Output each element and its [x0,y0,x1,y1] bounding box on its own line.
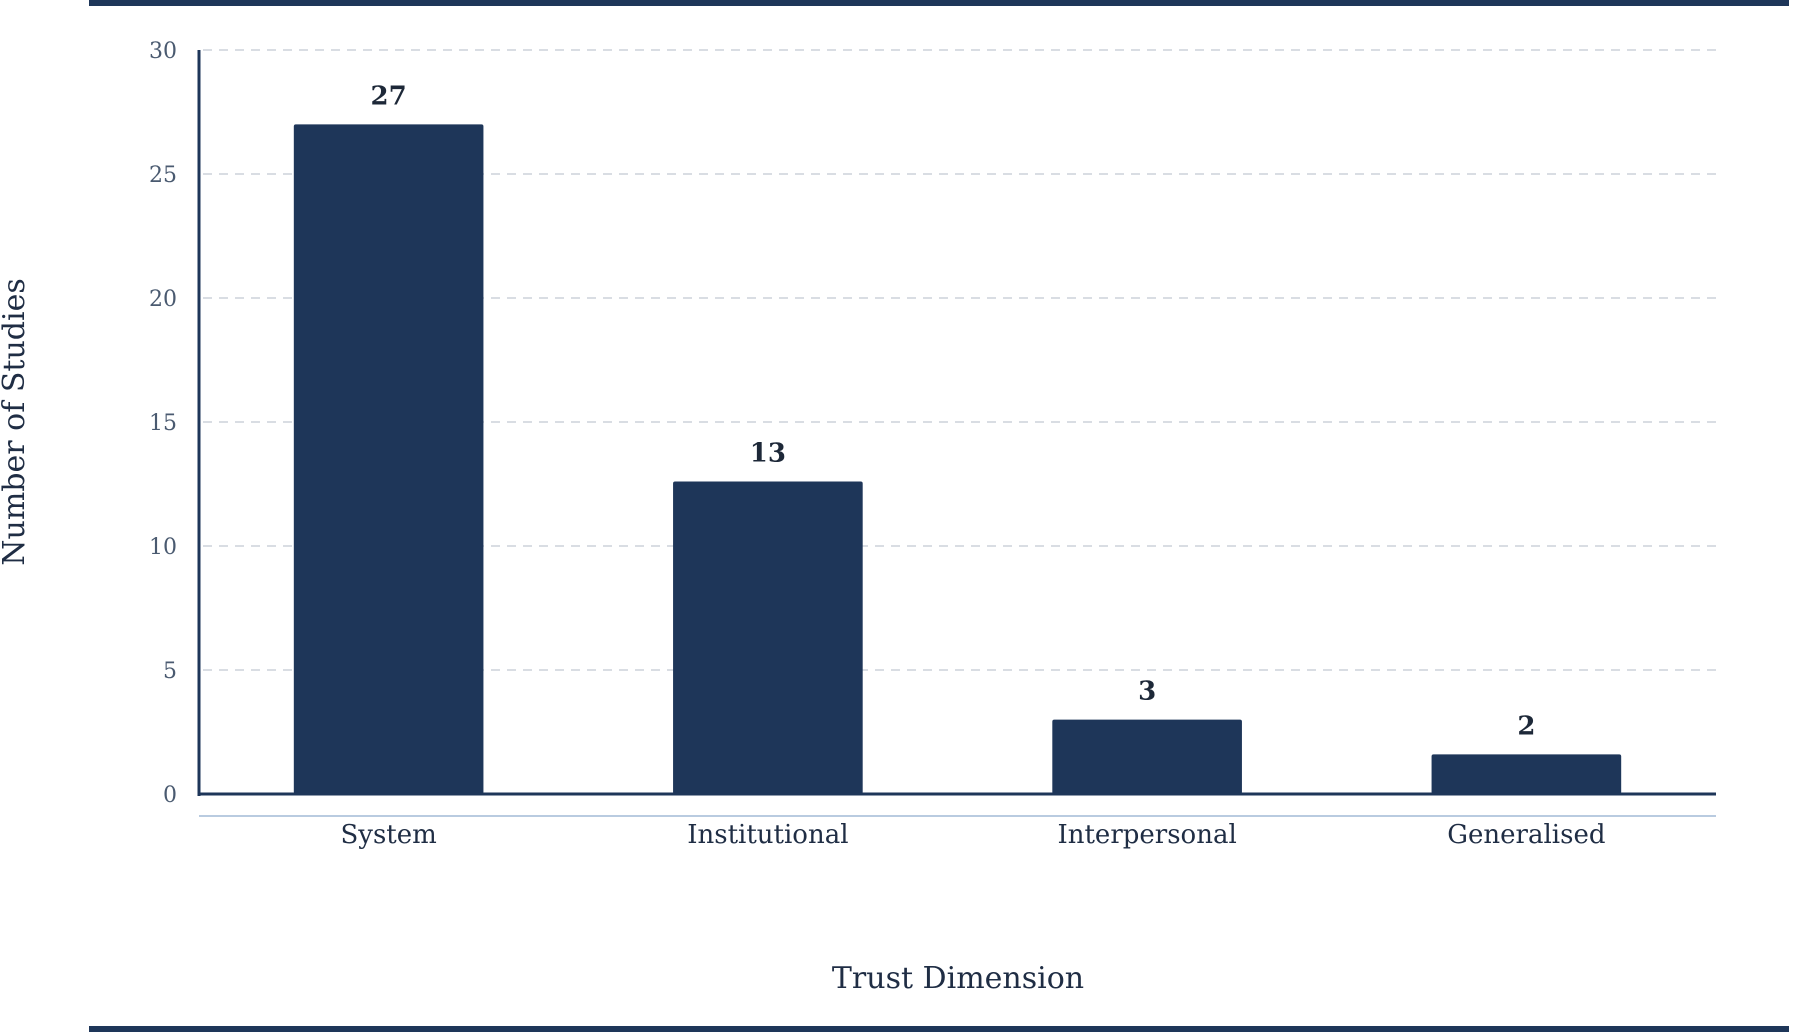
bar-interpersonal [1052,719,1242,794]
y-tick-label: 30 [149,39,177,64]
y-tick-label: 25 [149,163,177,188]
bar-system [293,124,484,794]
axes [197,50,1716,817]
x-tick-label: System [340,820,436,850]
data-label: 3 [1138,677,1156,707]
bottom-rule [89,1026,1789,1032]
y-tick-label: 15 [149,411,177,436]
x-tick-label: Institutional [687,820,848,850]
y-tick-label: 5 [163,659,177,684]
x-axis-title: Trust Dimension [832,961,1084,996]
y-tick-label: 10 [149,535,177,560]
top-rule [89,0,1789,6]
y-tick-label: 0 [163,783,177,808]
x-tick-labels: System Institutional Interpersonal Generali… [340,820,1605,850]
y-tick-labels: 0 5 10 15 20 25 30 [149,39,177,808]
bar-institutional [673,481,863,794]
y-tick-label: 20 [149,287,177,312]
data-label: 13 [750,439,786,469]
x-tick-label: Generalised [1447,820,1605,850]
bar-generalised [1431,754,1622,794]
bars [293,124,1622,794]
data-label: 27 [371,81,407,111]
x-tick-label: Interpersonal [1057,820,1236,850]
grid-lines [203,49,1716,671]
data-labels: 27 13 3 2 [371,81,1536,741]
y-axis-title: Number of Studies [0,278,32,565]
data-label: 2 [1517,711,1535,741]
